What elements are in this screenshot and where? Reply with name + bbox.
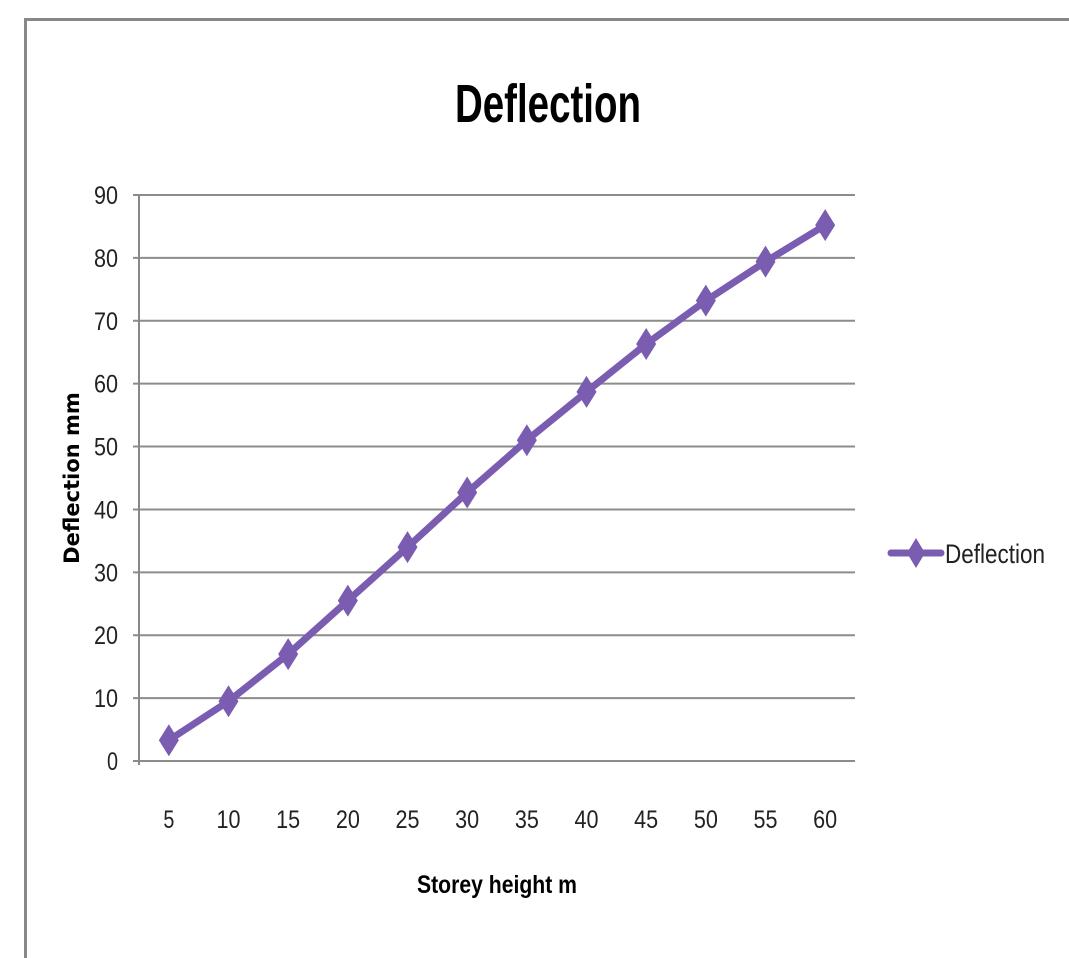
data-point-diamond-icon	[576, 375, 597, 408]
data-point-diamond-icon	[815, 209, 836, 242]
y-tick-label: 60	[94, 371, 118, 399]
y-tick-label: 0	[107, 748, 118, 776]
y-tick-label: 30	[94, 559, 118, 587]
data-point-diamond-icon	[636, 328, 657, 361]
x-tick-label: 50	[694, 806, 718, 834]
x-tick-label: 30	[455, 806, 479, 834]
data-point-diamond-icon	[397, 531, 418, 564]
data-point-diamond-icon	[337, 584, 358, 617]
y-tick-label: 10	[94, 685, 118, 713]
y-tick-label: 20	[94, 622, 118, 650]
legend-label: Deflection	[945, 539, 1045, 569]
data-point-diamond-icon	[278, 638, 299, 671]
x-tick-label: 5	[163, 806, 174, 834]
x-axis-label: Storey height m	[417, 871, 577, 899]
x-tick-label: 15	[276, 806, 300, 834]
y-axis-ticks: 0 10 20 30 40 50 60 70 80 90	[94, 182, 118, 776]
y-tick-label: 80	[94, 245, 118, 273]
data-point-diamond-icon	[158, 724, 179, 757]
x-tick-label: 35	[515, 806, 539, 834]
x-tick-label: 20	[336, 806, 360, 834]
series-deflection	[158, 209, 836, 757]
x-tick-label: 25	[396, 806, 420, 834]
y-axis-label: Deflection mm	[60, 392, 84, 564]
y-tick-label: 90	[94, 182, 118, 210]
legend-diamond-icon	[907, 538, 925, 568]
data-point-diamond-icon	[218, 685, 239, 718]
data-point-diamond-icon	[755, 245, 776, 278]
data-point-diamond-icon	[516, 424, 537, 457]
y-tick-label: 70	[94, 308, 118, 336]
x-axis-ticks: 5 10 15 20 25 30 35 40 45 50 55 60	[163, 806, 837, 834]
x-tick-label: 45	[634, 806, 658, 834]
legend: Deflection	[887, 538, 1045, 569]
chart-title: Deflection	[455, 74, 641, 134]
series-line	[165, 221, 829, 744]
chart-frame	[24, 18, 1069, 958]
data-point-diamond-icon	[457, 476, 478, 509]
gridlines	[133, 194, 855, 762]
data-point-diamond-icon	[695, 284, 716, 317]
y-tick-label: 40	[94, 496, 118, 524]
y-tick-label: 50	[94, 434, 118, 462]
x-tick-label: 55	[754, 806, 778, 834]
x-tick-label: 10	[217, 806, 241, 834]
x-tick-label: 40	[575, 806, 599, 834]
x-tick-label: 60	[813, 806, 837, 834]
